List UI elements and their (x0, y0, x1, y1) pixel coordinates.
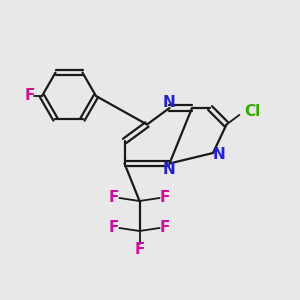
Text: N: N (213, 147, 225, 162)
Text: F: F (160, 190, 170, 205)
Text: F: F (134, 242, 145, 256)
Text: F: F (109, 190, 119, 205)
Text: N: N (163, 162, 176, 177)
Text: Cl: Cl (244, 104, 260, 119)
Text: N: N (163, 95, 176, 110)
Text: F: F (109, 220, 119, 235)
Text: F: F (25, 88, 35, 104)
Text: F: F (160, 220, 170, 235)
